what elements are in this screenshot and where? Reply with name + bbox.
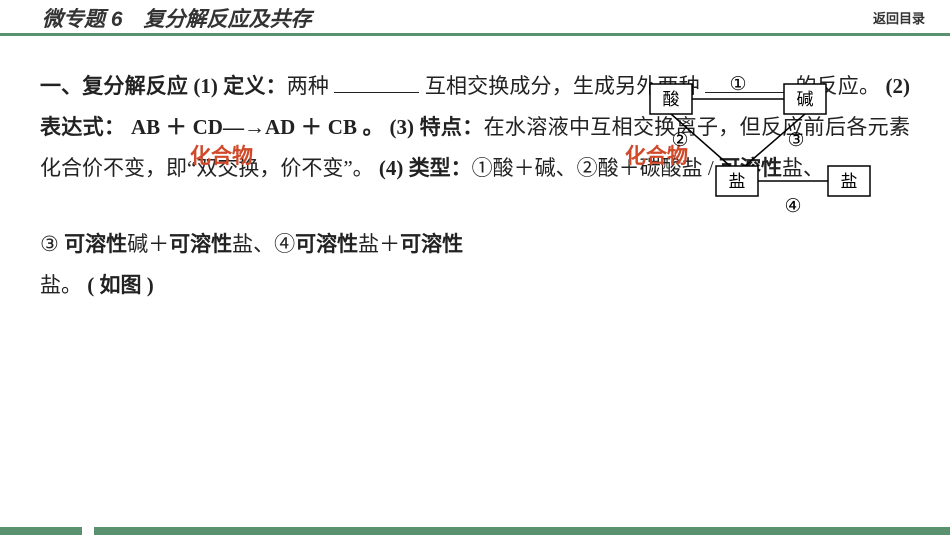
svg-text:酸: 酸: [663, 90, 680, 109]
return-button[interactable]: 返回目录: [873, 8, 925, 27]
content-area: 一、复分解反应 (1) 定义：两种 互相交换成分，生成另外两种 的反应。 (2)…: [0, 36, 950, 306]
paragraph-2: ③ 可溶性碱＋可溶性盐、④可溶性盐＋可溶性盐。 ( 如图 ): [40, 224, 560, 306]
footer-bar: [0, 527, 950, 535]
circle-3: ③: [787, 130, 804, 151]
diagram-svg: 酸 碱 盐 盐 ① ② ③: [630, 76, 890, 226]
figure-ref: ( 如图 ): [87, 273, 154, 297]
circle-2: ②: [671, 130, 688, 151]
header-bar: 微专题 6 复分解反应及共存 返回目录: [0, 0, 950, 36]
text: 碱＋: [127, 232, 169, 256]
soluble-text: 可溶性: [400, 232, 463, 256]
footer-gap: [82, 527, 94, 535]
reaction-diagram: 酸 碱 盐 盐 ① ② ③: [630, 76, 890, 226]
soluble-text: 可溶性: [295, 232, 358, 256]
blank-1: [334, 72, 419, 93]
circle-4: ④: [784, 196, 801, 217]
point-3-label: (3) 特点：: [390, 115, 484, 139]
svg-text:③: ③: [787, 130, 804, 151]
node-acid: 酸: [650, 84, 692, 114]
expression: AB ＋ CD—→AD ＋ CB 。: [125, 115, 389, 139]
page-title: 微专题 6 复分解反应及共存: [42, 3, 312, 33]
svg-text:①: ①: [729, 76, 746, 95]
svg-text:盐: 盐: [729, 172, 746, 191]
node-salt-2: 盐: [828, 166, 870, 196]
text: 盐。: [40, 273, 87, 297]
soluble-text: 可溶性: [64, 232, 127, 256]
text: 盐＋: [358, 232, 400, 256]
text: 两种: [287, 74, 335, 98]
svg-text:②: ②: [671, 130, 688, 151]
text: 盐、④: [232, 232, 295, 256]
svg-text:④: ④: [784, 196, 801, 217]
circle-1: ①: [729, 76, 746, 95]
node-base: 碱: [784, 84, 826, 114]
annotation-1: 化合物: [190, 136, 253, 177]
svg-text:碱: 碱: [797, 90, 814, 109]
svg-text:盐: 盐: [841, 172, 858, 191]
text: ③: [40, 232, 64, 256]
soluble-text: 可溶性: [169, 232, 232, 256]
section-label: 一、复分解反应 (1) 定义：: [40, 74, 287, 98]
point-4-label: (4) 类型：: [379, 156, 472, 180]
node-salt-1: 盐: [716, 166, 758, 196]
